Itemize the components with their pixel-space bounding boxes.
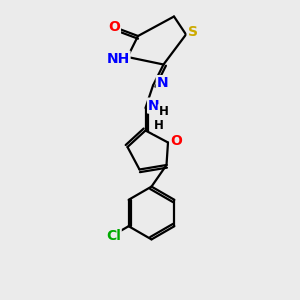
Text: Cl: Cl — [106, 229, 121, 243]
Text: H: H — [159, 105, 168, 118]
Text: H: H — [154, 119, 164, 133]
Text: N: N — [157, 76, 168, 90]
Text: S: S — [188, 25, 198, 39]
Text: O: O — [108, 20, 120, 34]
Text: NH: NH — [106, 52, 130, 65]
Text: O: O — [170, 134, 182, 148]
Text: N: N — [148, 99, 160, 112]
